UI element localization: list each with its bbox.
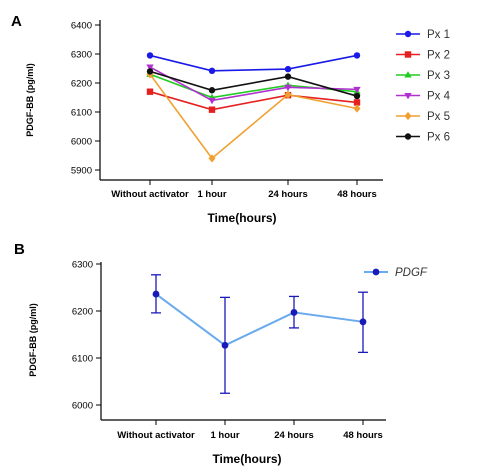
y-tick-label: 6000	[71, 137, 92, 148]
y-tick-label: 6200	[71, 79, 92, 90]
panel-b-series	[151, 274, 368, 394]
legend-label: Px 1	[427, 29, 450, 41]
panel-a: A PDGF-BB (pg/ml) Time(hours) 5900 6000 61…	[11, 13, 451, 225]
legend-entry: Px 2	[396, 50, 450, 62]
legend-marker	[372, 268, 380, 276]
data-point	[146, 88, 154, 95]
y-tick-label: 6300	[72, 260, 93, 271]
y-tick-label: 6100	[72, 354, 93, 365]
data-point	[284, 84, 292, 92]
legend-entry: Px 1	[396, 29, 450, 41]
data-point	[353, 99, 361, 106]
data-point	[208, 154, 216, 163]
data-point	[353, 104, 361, 113]
legend-label: PDGF	[395, 267, 428, 279]
legend-label: Px 4	[427, 91, 451, 103]
data-point	[353, 52, 361, 59]
legend-marker	[404, 71, 412, 78]
legend-marker	[404, 111, 412, 121]
panel-a-x-ticks: Without activator 1 hour 24 hours 48 hours	[111, 180, 377, 200]
panel-b-letter: B	[14, 241, 25, 258]
legend-marker	[404, 51, 412, 58]
series-px-2	[146, 88, 361, 113]
series-line	[155, 293, 364, 347]
series-line	[149, 73, 358, 160]
x-tick-label: Without activator	[111, 189, 189, 200]
series-line	[149, 70, 358, 97]
data-point	[208, 106, 216, 113]
panel-b-x-axis-label: Time(hours)	[212, 452, 281, 466]
data-point	[284, 90, 292, 99]
series-px-3	[146, 70, 361, 101]
data-point	[353, 86, 361, 94]
panel-b: B PDGF-BB (pg/ml) Time(hours) 6000 6100 62…	[14, 241, 428, 466]
data-point	[146, 64, 154, 71]
legend-entry: Px 3	[396, 70, 450, 82]
data-point	[284, 65, 292, 73]
data-point	[353, 92, 361, 100]
series-px-6	[146, 68, 361, 100]
x-tick-label: 24 hours	[274, 430, 314, 441]
legend-marker	[404, 92, 412, 100]
data-point	[208, 67, 216, 75]
panel-b-legend: PDGF	[364, 267, 428, 279]
series-px-5	[146, 70, 361, 163]
y-tick-label: 6300	[71, 50, 92, 61]
x-tick-label: 1 hour	[197, 189, 226, 200]
data-point	[284, 73, 292, 80]
panel-a-legend: Px 1 Px 2 Px 3 Px 4 Px 5 Px 6	[396, 29, 451, 144]
panel-a-x-axis-label: Time(hours)	[207, 211, 276, 225]
series-pdgf	[151, 274, 368, 394]
panel-a-y-ticks: 5900 6000 6100 6200 6300 6400	[71, 21, 100, 177]
y-tick-label: 6200	[72, 307, 93, 318]
data-point	[146, 52, 154, 59]
series-line	[149, 66, 358, 102]
x-tick-label: Without activator	[117, 430, 195, 441]
data-point	[208, 97, 216, 105]
data-point	[359, 318, 367, 326]
panel-a-series	[146, 52, 361, 163]
data-point	[221, 341, 229, 349]
series-line	[149, 54, 358, 72]
series-px-1	[146, 52, 361, 75]
legend-entry: Px 6	[396, 132, 450, 144]
x-tick-label: 1 hour	[210, 430, 239, 441]
panel-b-y-ticks: 6000 6100 6200 6300	[72, 260, 101, 412]
panel-a-y-axis-label: PDGF-BB (pg/ml)	[25, 63, 35, 137]
y-tick-label: 6400	[71, 21, 92, 32]
series-px-4	[146, 64, 361, 105]
legend-label: Px 6	[427, 132, 450, 144]
panel-b-x-ticks: Without activator 1 hour 24 hours 48 hours	[117, 420, 383, 441]
y-tick-label: 6100	[71, 108, 92, 119]
data-point	[152, 290, 160, 298]
data-point	[208, 87, 216, 94]
y-tick-label: 5900	[71, 166, 92, 177]
data-point	[290, 309, 298, 316]
x-tick-label: 48 hours	[337, 189, 377, 200]
legend-entry: PDGF	[364, 267, 428, 279]
x-tick-label: 24 hours	[268, 189, 308, 200]
y-tick-label: 6000	[72, 401, 93, 412]
series-line	[149, 90, 358, 111]
legend-label: Px 5	[427, 111, 450, 123]
legend-label: Px 2	[427, 50, 450, 62]
legend-marker	[404, 133, 412, 140]
legend-label: Px 3	[427, 70, 450, 82]
legend-marker	[404, 30, 412, 38]
legend-entry: Px 5	[396, 111, 450, 123]
data-point	[146, 68, 154, 75]
x-tick-label: 48 hours	[343, 430, 383, 441]
panel-a-letter: A	[11, 13, 22, 30]
panel-b-y-axis-label: PDGF-BB (pg/ml)	[28, 303, 38, 377]
legend-entry: Px 4	[396, 91, 451, 103]
